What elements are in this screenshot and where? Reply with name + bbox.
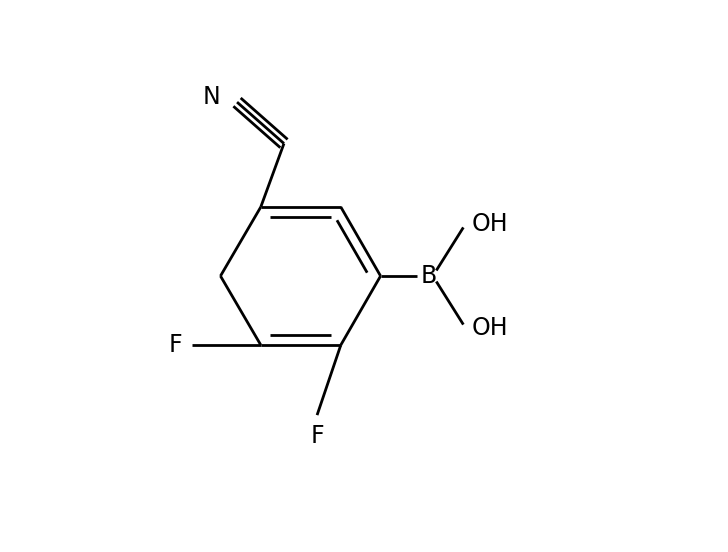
Text: OH: OH	[472, 316, 508, 341]
Text: B: B	[421, 264, 438, 288]
Text: F: F	[168, 333, 182, 357]
Text: F: F	[310, 424, 324, 448]
Text: N: N	[202, 84, 221, 109]
Text: OH: OH	[472, 211, 508, 236]
